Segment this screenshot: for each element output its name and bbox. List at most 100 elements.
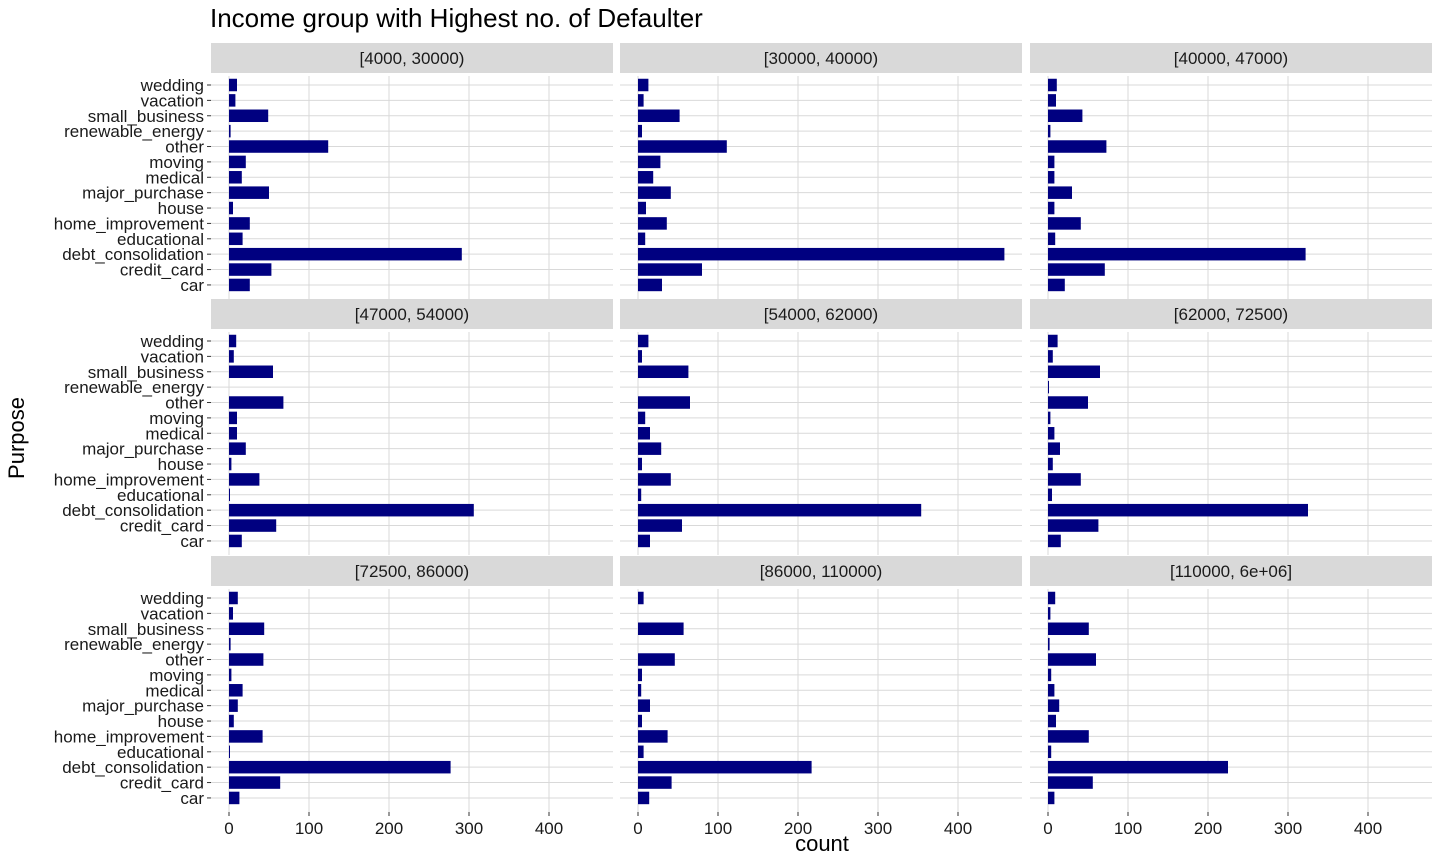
facet-panel: [47000, 54000) weddingvacationsmall_busin… — [54, 299, 613, 555]
category-label: house — [158, 199, 204, 218]
bar — [1048, 263, 1105, 276]
bar — [229, 714, 234, 728]
category-label: wedding — [140, 332, 204, 351]
bar — [1048, 534, 1061, 548]
category-label: small_business — [88, 107, 204, 126]
category-label: home_improvement — [54, 727, 205, 746]
bar — [1048, 591, 1056, 605]
category-label: home_improvement — [54, 214, 205, 233]
bar — [638, 653, 675, 666]
bar — [1048, 457, 1053, 471]
facet-panel: [86000, 110000) 0 100 200 300 400 — [620, 556, 1022, 838]
bar — [638, 124, 642, 138]
x-tick-label: 300 — [1274, 819, 1302, 838]
facet-panels: [4000, 30000)weddingvacationsmall_busine… — [54, 43, 1432, 838]
bar — [229, 140, 329, 153]
category-label: credit_card — [120, 517, 204, 536]
category-label: debt_consolidation — [62, 501, 204, 520]
bar — [638, 503, 922, 517]
facet-strip — [620, 556, 1022, 586]
bar — [638, 334, 649, 348]
category-label: educational — [117, 486, 204, 505]
bar — [229, 637, 231, 651]
facet-panel: [4000, 30000) weddingvacationsmall_busine… — [54, 43, 613, 299]
facet-panel: [40000, 47000) — [1030, 43, 1432, 299]
bar — [638, 201, 646, 215]
facet-panel: [30000, 40000) — [620, 43, 1022, 299]
bar — [229, 186, 269, 199]
facet-strip — [1030, 556, 1432, 586]
category-label: vacation — [141, 91, 204, 110]
bar — [229, 653, 264, 666]
bar — [229, 488, 230, 502]
bar — [229, 519, 277, 532]
bar — [638, 411, 646, 425]
facet-strip-label: [62000, 72500) — [1174, 305, 1288, 324]
bar — [229, 217, 250, 230]
bar — [1048, 201, 1055, 215]
bar — [229, 263, 272, 276]
category-label: small_business — [88, 620, 204, 639]
bar — [638, 473, 671, 486]
bar — [1048, 699, 1060, 712]
category-label: major_purchase — [82, 697, 204, 716]
panel-background — [211, 589, 613, 812]
bar — [1048, 519, 1099, 532]
facet-strip-label: [40000, 47000) — [1174, 49, 1288, 68]
bar — [229, 365, 273, 379]
category-label: credit_card — [120, 774, 204, 793]
bar — [638, 791, 650, 805]
bar — [1048, 668, 1052, 682]
bar — [638, 109, 680, 123]
panel-background — [1030, 76, 1432, 299]
bar — [638, 730, 668, 743]
category-label: medical — [145, 168, 204, 187]
bar — [229, 171, 242, 184]
category-label: car — [180, 532, 204, 551]
x-tick-label: 400 — [535, 819, 563, 838]
category-label: educational — [117, 230, 204, 249]
bar — [1048, 278, 1065, 292]
bar — [229, 232, 243, 246]
category-label: major_purchase — [82, 184, 204, 203]
bar — [638, 591, 644, 605]
category-label: renewable_energy — [64, 122, 204, 141]
panel-background — [620, 76, 1022, 299]
bar — [638, 140, 727, 153]
y-axis-title: Purpose — [4, 397, 29, 479]
bar — [1048, 427, 1055, 440]
bar — [1048, 380, 1049, 394]
category-label: wedding — [140, 76, 204, 95]
facet-panel: [110000, 6e+06] 0 100 200 300 400 — [1030, 556, 1432, 838]
category-label: car — [180, 789, 204, 808]
bar — [638, 622, 684, 636]
bar — [229, 278, 250, 292]
bar — [1048, 94, 1056, 107]
bar — [1048, 232, 1056, 246]
category-label: credit_card — [120, 261, 204, 280]
x-tick-label: 300 — [455, 819, 483, 838]
bar — [638, 699, 650, 712]
bar — [638, 534, 650, 548]
bar — [229, 699, 238, 712]
category-label: educational — [117, 743, 204, 762]
bar — [1048, 442, 1060, 455]
bar — [229, 109, 269, 123]
facet-strip — [211, 299, 613, 329]
category-label: moving — [149, 409, 204, 428]
panel-background — [1030, 589, 1432, 812]
facet-strip-label: [86000, 110000) — [760, 562, 883, 581]
x-tick-label: 100 — [1114, 819, 1142, 838]
bar — [1048, 730, 1089, 743]
bar — [1048, 365, 1100, 379]
x-tick-label: 400 — [1354, 819, 1382, 838]
bar — [1048, 186, 1072, 199]
bar — [1048, 155, 1055, 169]
category-label: house — [158, 455, 204, 474]
bar — [638, 684, 642, 697]
bar — [229, 503, 474, 517]
bar — [229, 473, 260, 486]
bar — [229, 591, 238, 605]
bar — [1048, 140, 1107, 153]
bar — [638, 232, 646, 246]
